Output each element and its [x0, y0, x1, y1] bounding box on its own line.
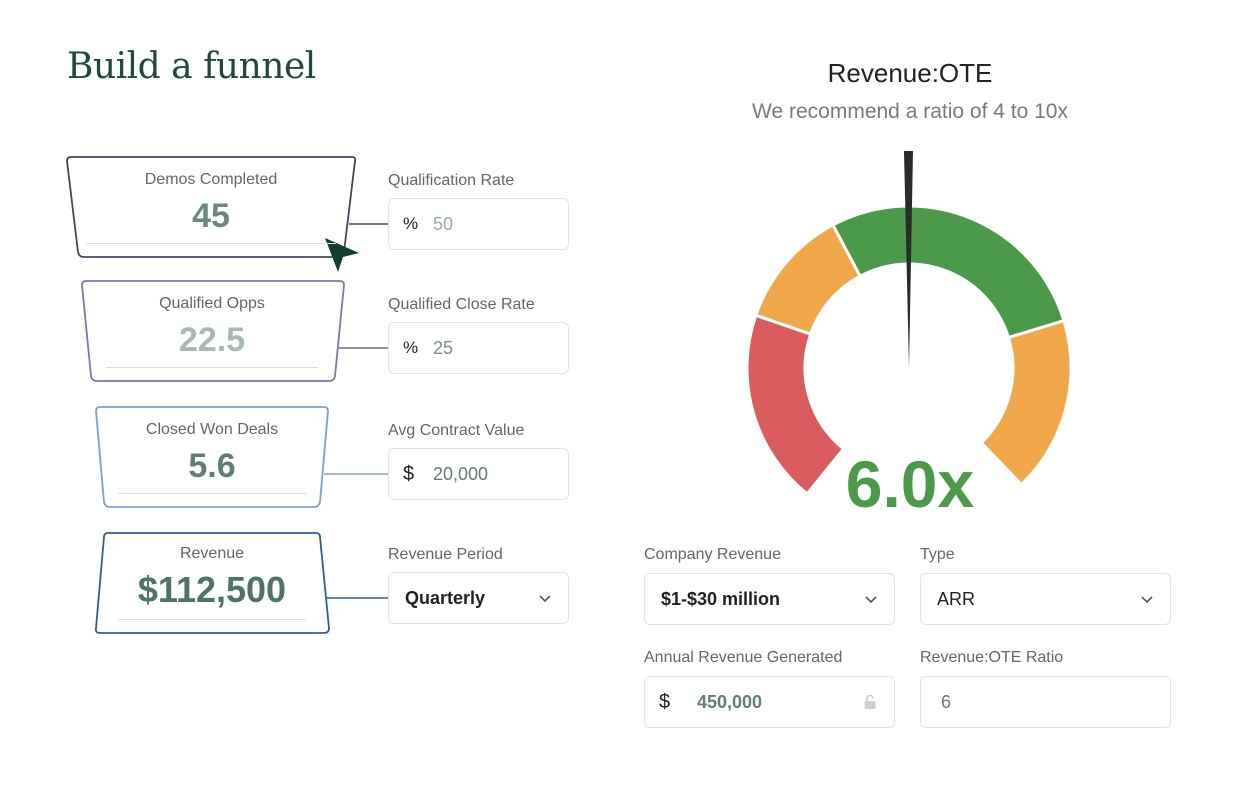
- ratio-value: 6: [941, 691, 952, 712]
- qualification-rate-label: Qualification Rate: [388, 172, 515, 189]
- stage-value: 5.6: [188, 447, 236, 485]
- stage-revenue: Revenue $112,500: [118, 545, 306, 620]
- page-title: Build a funnel: [67, 46, 316, 87]
- divider: [86, 243, 336, 244]
- gauge-segment-orange-high: [979, 318, 1073, 487]
- revenue-period-value: Quarterly: [405, 587, 486, 608]
- stage-demos-completed: Demos Completed 45: [86, 171, 336, 244]
- percent-prefix: %: [403, 214, 419, 233]
- dollar-prefix: $: [403, 462, 415, 485]
- stage-label: Revenue: [179, 545, 245, 562]
- qualified-close-rate-label: Qualified Close Rate: [388, 296, 535, 313]
- type-value: ARR: [937, 588, 976, 609]
- stage-closed-won-deals: Closed Won Deals 5.6: [118, 421, 306, 494]
- percent-prefix: %: [403, 338, 419, 357]
- type-label: Type: [920, 546, 955, 563]
- stage-value: 45: [192, 197, 230, 235]
- revenue-period-label: Revenue Period: [388, 546, 503, 563]
- stage-label: Qualified Opps: [159, 295, 265, 312]
- annual-revenue-label: Annual Revenue Generated: [644, 649, 843, 666]
- chevron-down-icon: [1141, 596, 1153, 604]
- avg-contract-value-label: Avg Contract Value: [388, 422, 525, 439]
- annual-revenue-input[interactable]: $ 450,000: [644, 676, 895, 728]
- chevron-down-icon: [539, 595, 551, 603]
- revenue-period-select[interactable]: Quarterly: [388, 572, 569, 624]
- type-select[interactable]: ARR: [920, 573, 1171, 625]
- ratio-input[interactable]: 6: [920, 676, 1171, 728]
- avg-contract-value-input[interactable]: $ 20,000: [388, 448, 569, 500]
- stage-label: Closed Won Deals: [145, 421, 279, 438]
- chevron-down-icon: [865, 596, 877, 604]
- annual-revenue-value: 450,000: [697, 691, 763, 712]
- stage-value: 22.5: [178, 321, 246, 359]
- gauge-title: Revenue:OTE: [827, 58, 993, 88]
- unlock-icon[interactable]: [862, 694, 878, 710]
- gauge-value: 6.0x: [845, 447, 975, 521]
- qualification-rate-input[interactable]: % 50: [388, 198, 569, 250]
- qualification-rate-value: 50: [433, 213, 454, 234]
- ratio-label: Revenue:OTE Ratio: [920, 649, 1064, 666]
- divider: [118, 619, 306, 620]
- gauge-segment-green: [830, 204, 1066, 340]
- gauge-subtitle: We recommend a ratio of 4 to 10x: [752, 100, 1068, 123]
- gauge-needle: [904, 151, 913, 368]
- divider: [118, 493, 306, 494]
- qualified-close-rate-value: 25: [433, 337, 454, 358]
- stage-label: Demos Completed: [144, 171, 278, 188]
- company-revenue-label: Company Revenue: [644, 546, 781, 563]
- company-revenue-select[interactable]: $1-$30 million: [644, 573, 895, 625]
- stage-value: $112,500: [137, 569, 287, 610]
- dollar-prefix: $: [659, 690, 671, 713]
- qualified-close-rate-input[interactable]: % 25: [388, 322, 569, 374]
- stage-qualified-opps: Qualified Opps 22.5: [106, 295, 318, 368]
- divider: [106, 367, 318, 368]
- avg-contract-value-value: 20,000: [433, 463, 489, 484]
- company-revenue-value: $1-$30 million: [661, 588, 781, 609]
